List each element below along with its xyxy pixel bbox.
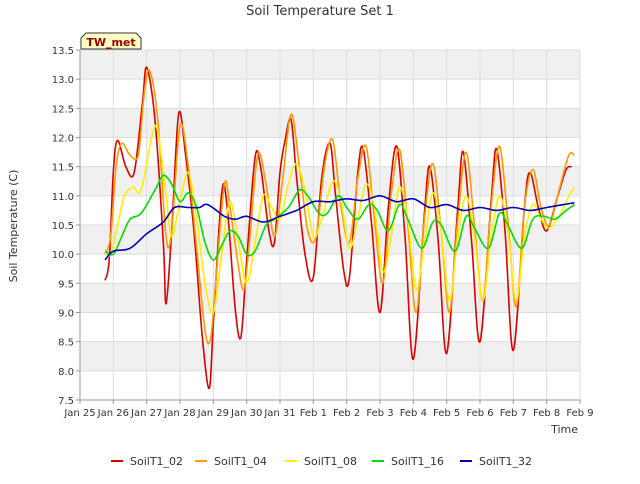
x-tick-label: Jan 28 bbox=[163, 408, 195, 419]
y-tick-label: 12.5 bbox=[52, 104, 74, 115]
y-tick-label: 10.0 bbox=[52, 250, 74, 261]
plot-band bbox=[80, 283, 580, 313]
y-tick-label: 13.0 bbox=[52, 75, 74, 86]
x-tick-label: Feb 4 bbox=[400, 408, 427, 419]
x-tick-label: Feb 7 bbox=[500, 408, 527, 419]
y-tick-label: 9.0 bbox=[58, 309, 74, 320]
x-tick-label: Jan 31 bbox=[263, 408, 295, 419]
y-tick-label: 13.5 bbox=[52, 46, 74, 57]
chart-title: Soil Temperature Set 1 bbox=[246, 4, 394, 19]
x-tick-label: Feb 1 bbox=[300, 408, 327, 419]
x-tick-label: Feb 8 bbox=[533, 408, 560, 419]
y-tick-label: 8.5 bbox=[58, 338, 74, 349]
x-tick-label: Feb 5 bbox=[433, 408, 460, 419]
x-tick-label: Feb 9 bbox=[566, 408, 593, 419]
x-tick-label: Jan 25 bbox=[63, 408, 95, 419]
x-tick-label: Jan 29 bbox=[197, 408, 229, 419]
y-tick-label: 12.0 bbox=[52, 134, 74, 145]
station-label-badge: TW_met bbox=[80, 32, 142, 50]
legend-label: SoilT1_04 bbox=[214, 455, 267, 468]
plot-band bbox=[80, 50, 580, 80]
x-tick-label: Feb 3 bbox=[366, 408, 393, 419]
legend-label: SoilT1_02 bbox=[130, 455, 183, 468]
y-tick-label: 11.5 bbox=[52, 163, 74, 174]
x-axis-label: Time bbox=[550, 423, 578, 436]
x-axis: Jan 25 Jan 26 Jan 27 Jan 28 Jan 29 Jan 30 Jan … bbox=[63, 399, 594, 419]
x-tick-label: Feb 2 bbox=[333, 408, 360, 419]
x-tick-label: Jan 30 bbox=[230, 408, 262, 419]
x-tick-label: Jan 27 bbox=[130, 408, 162, 419]
y-tick-label: 7.5 bbox=[58, 396, 74, 407]
plot-band bbox=[80, 108, 580, 138]
y-tick-label: 11.0 bbox=[52, 192, 74, 203]
series-line-soilt1-32 bbox=[104, 194, 575, 261]
plot-band bbox=[80, 341, 580, 371]
series-layer bbox=[104, 66, 576, 390]
legend-label: SoilT1_16 bbox=[391, 455, 444, 468]
legend: SoilT1_02 SoilT1_04 SoilT1_08 SoilT1_16 Soil… bbox=[111, 455, 532, 468]
station-label: TW_met bbox=[86, 36, 135, 49]
legend-label: SoilT1_32 bbox=[479, 455, 532, 468]
y-tick-label: 10.5 bbox=[52, 221, 74, 232]
y-axis-label: Soil Temperature (C) bbox=[7, 170, 20, 283]
series-line-soilt1-16 bbox=[104, 174, 575, 261]
y-axis: 7.5 8.0 8.5 9.0 9.5 10.0 10.5 11.0 11.5 12.0 12.5 1… bbox=[52, 46, 81, 407]
x-tick-label: Jan 26 bbox=[97, 408, 129, 419]
y-tick-label: 9.5 bbox=[58, 279, 74, 290]
y-tick-label: 8.0 bbox=[58, 367, 74, 378]
x-tick-label: Feb 6 bbox=[466, 408, 493, 419]
legend-label: SoilT1_08 bbox=[304, 455, 357, 468]
